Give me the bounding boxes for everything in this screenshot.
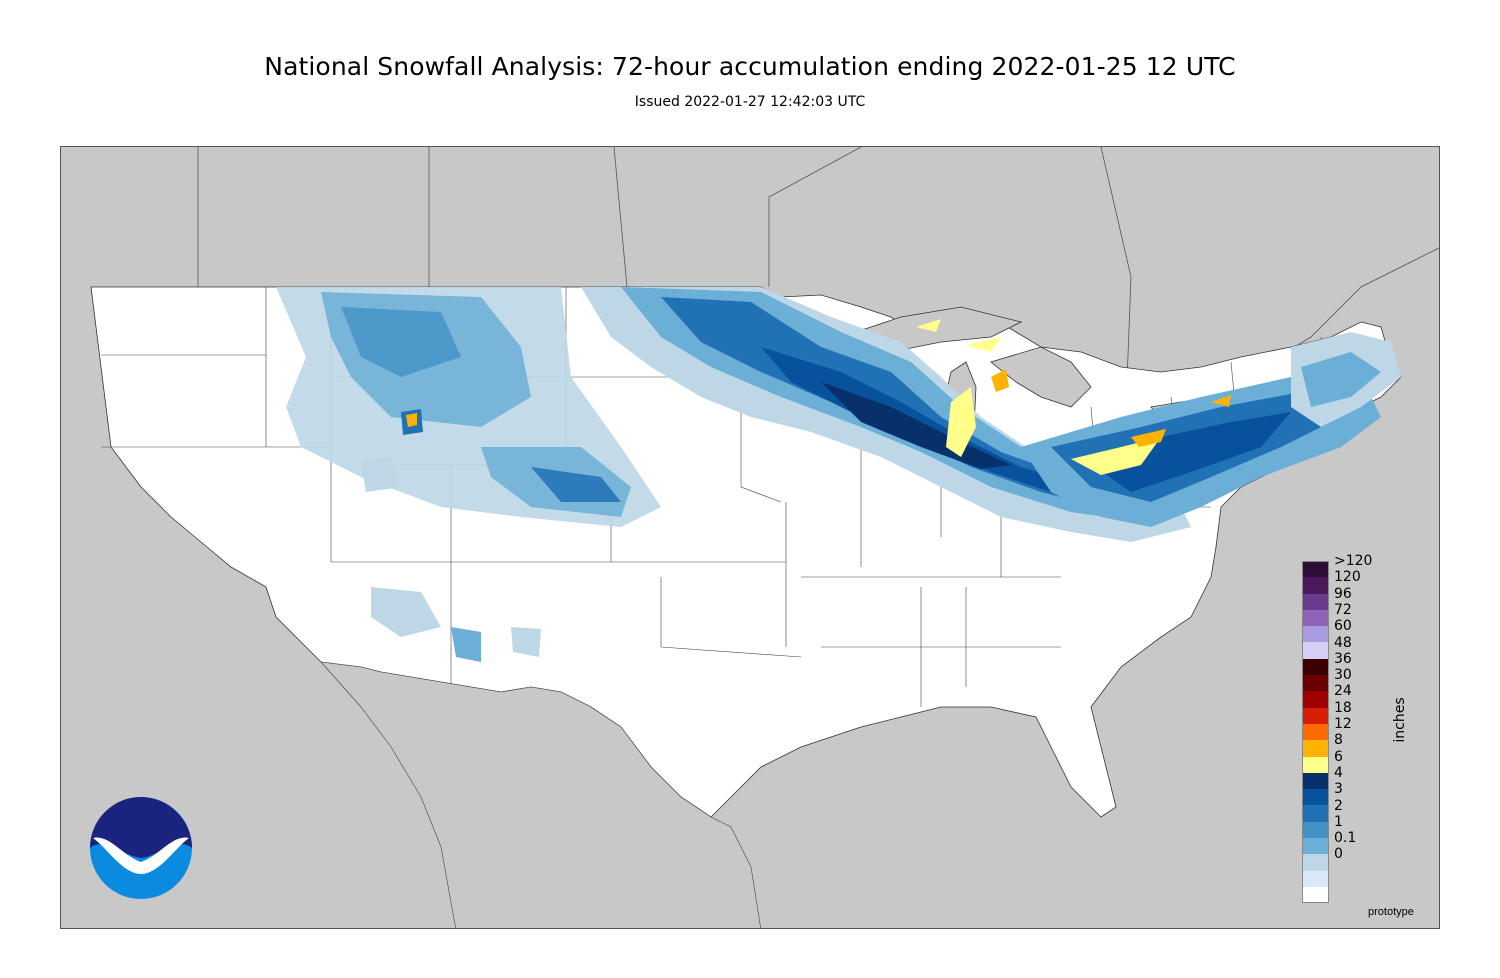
legend-level-label: >120 — [1334, 553, 1373, 569]
legend-swatch — [1302, 886, 1329, 904]
legend-swatch — [1302, 789, 1329, 806]
legend-level-label: 36 — [1334, 650, 1352, 667]
legend-swatch — [1302, 658, 1329, 676]
map-subtitle: Issued 2022-01-27 12:42:03 UTC — [634, 94, 866, 110]
legend-swatch — [1302, 675, 1329, 692]
legend-level-label: 120 — [1334, 569, 1361, 586]
legend-swatch — [1302, 707, 1329, 724]
legend-level-label: 48 — [1334, 634, 1352, 651]
legend-swatch — [1302, 626, 1329, 643]
legend-unit-label: inches — [1392, 697, 1408, 743]
legend-level-label: 30 — [1334, 667, 1352, 684]
legend-swatch — [1302, 870, 1329, 887]
legend-swatch — [1302, 740, 1329, 757]
legend-swatch — [1302, 805, 1329, 822]
legend-swatch — [1302, 609, 1329, 627]
legend-level-label: 0.1 — [1334, 830, 1357, 847]
legend-level-label: 72 — [1334, 601, 1352, 618]
legend-level-label: 6 — [1334, 748, 1343, 765]
legend-level-label: 18 — [1334, 699, 1352, 716]
legend-swatch — [1302, 723, 1329, 741]
legend-swatch — [1302, 593, 1329, 610]
noaa-logo — [90, 797, 192, 899]
legend-level-label: 12 — [1334, 716, 1352, 732]
prototype-note: prototype — [1368, 906, 1414, 918]
legend-swatch — [1302, 691, 1329, 708]
legend-level-label: 4 — [1334, 764, 1343, 781]
legend-level-label: 2 — [1334, 797, 1343, 814]
legend-swatch — [1302, 561, 1329, 578]
legend-swatch — [1302, 838, 1329, 855]
legend-level-label: 24 — [1334, 683, 1352, 700]
legend-swatch — [1302, 854, 1329, 871]
snowfall-shading — [276, 287, 1401, 662]
legend-swatch — [1302, 642, 1329, 659]
legend-level-label: 8 — [1334, 732, 1343, 749]
legend-swatch — [1302, 821, 1329, 839]
snowfall-map — [60, 146, 1440, 929]
legend-swatch — [1302, 577, 1329, 594]
legend-level-label: 60 — [1334, 618, 1352, 635]
map-canvas — [61, 147, 1439, 928]
legend-level-label: 3 — [1334, 781, 1343, 798]
legend-level-label: 0 — [1334, 846, 1343, 863]
legend-level-label: 1 — [1334, 813, 1343, 830]
legend-swatch — [1302, 772, 1329, 790]
map-title: National Snowfall Analysis: 72-hour accu… — [264, 52, 1236, 81]
legend-level-label: 96 — [1334, 585, 1352, 602]
legend-swatch — [1302, 756, 1329, 773]
legend-colorbar — [1302, 561, 1330, 904]
mexico-landmass — [320, 661, 761, 928]
